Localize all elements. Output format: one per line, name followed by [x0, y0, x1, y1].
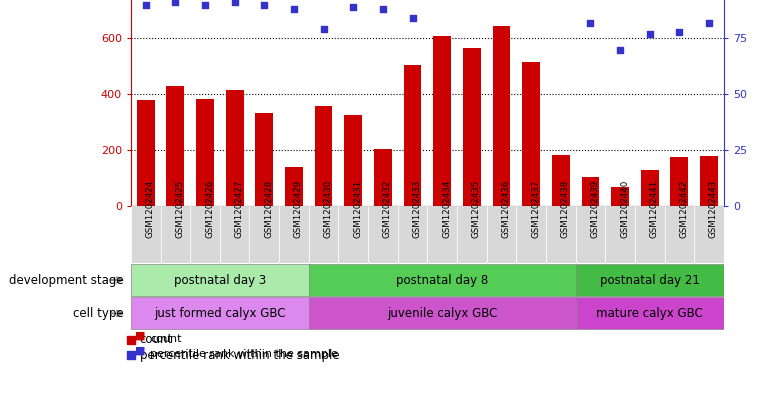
Bar	[309, 264, 576, 296]
Bar	[256, 112, 273, 206]
Text: GSM1202440: GSM1202440	[620, 180, 629, 238]
Text: percentile rank within the sample: percentile rank within the sample	[150, 349, 338, 359]
Bar	[196, 99, 214, 206]
Bar	[611, 187, 629, 206]
Text: GSM1202431: GSM1202431	[353, 180, 362, 238]
Point	[125, 352, 137, 358]
Bar	[398, 206, 427, 263]
Point	[407, 15, 419, 21]
Text: GSM1202437: GSM1202437	[531, 180, 540, 238]
Bar	[457, 206, 487, 263]
Bar	[552, 154, 570, 206]
Text: GSM1202436: GSM1202436	[501, 180, 511, 238]
Text: juvenile calyx GBC: juvenile calyx GBC	[387, 307, 497, 320]
Bar	[131, 206, 161, 263]
Bar	[581, 177, 599, 206]
Point	[377, 6, 389, 12]
Text: count: count	[150, 334, 182, 344]
Bar	[576, 206, 605, 263]
Bar	[166, 86, 184, 206]
Text: GSM1202427: GSM1202427	[235, 180, 243, 238]
Bar	[641, 170, 658, 206]
Bar	[226, 90, 243, 206]
Text: postnatal day 8: postnatal day 8	[396, 274, 488, 286]
Text: GSM1202432: GSM1202432	[383, 180, 392, 238]
Bar	[279, 206, 309, 263]
Bar	[137, 100, 155, 206]
Bar	[522, 62, 540, 206]
Bar	[427, 206, 457, 263]
Point	[703, 20, 715, 26]
Bar	[309, 206, 339, 263]
Text: GSM1202438: GSM1202438	[561, 180, 570, 238]
Point	[139, 2, 152, 8]
Text: GSM1202430: GSM1202430	[323, 180, 333, 238]
Point	[317, 26, 330, 33]
Bar	[463, 48, 480, 206]
Bar	[403, 65, 421, 206]
Text: GSM1202435: GSM1202435	[472, 180, 480, 238]
Text: mature calyx GBC: mature calyx GBC	[596, 307, 703, 320]
Point	[288, 6, 300, 12]
Bar	[487, 206, 517, 263]
Text: GSM1202426: GSM1202426	[205, 180, 214, 238]
Point	[199, 2, 211, 8]
Text: GSM1202428: GSM1202428	[264, 180, 273, 238]
Point	[644, 31, 656, 37]
Point	[584, 20, 597, 26]
Point	[673, 28, 685, 35]
Bar	[344, 115, 362, 206]
Bar	[700, 156, 718, 206]
Text: GSM1202434: GSM1202434	[442, 180, 451, 238]
Text: GSM1202424: GSM1202424	[146, 180, 155, 238]
Point	[614, 46, 626, 53]
Bar	[665, 206, 695, 263]
Point	[229, 0, 241, 6]
Bar	[434, 35, 451, 206]
Text: just formed calyx GBC: just formed calyx GBC	[154, 307, 286, 320]
Bar	[374, 149, 392, 206]
Bar	[339, 206, 368, 263]
Bar	[131, 264, 309, 296]
Bar	[249, 206, 279, 263]
Bar	[315, 105, 333, 206]
Bar	[493, 26, 511, 206]
Text: count: count	[140, 333, 173, 346]
Text: cell type: cell type	[72, 307, 123, 320]
Bar	[131, 298, 309, 329]
Bar	[671, 157, 688, 206]
Bar	[546, 206, 576, 263]
Point	[169, 0, 182, 6]
Point	[347, 4, 360, 10]
Text: postnatal day 21: postnatal day 21	[600, 274, 700, 286]
Bar	[190, 206, 220, 263]
Bar	[160, 206, 190, 263]
Text: GSM1202433: GSM1202433	[413, 180, 421, 238]
Text: GSM1202425: GSM1202425	[176, 180, 184, 238]
Bar	[695, 206, 724, 263]
Text: GSM1202443: GSM1202443	[709, 180, 718, 238]
Text: GSM1202442: GSM1202442	[679, 180, 688, 238]
Text: GSM1202441: GSM1202441	[650, 180, 658, 238]
Text: percentile rank within the sample: percentile rank within the sample	[140, 349, 340, 362]
Text: GSM1202439: GSM1202439	[591, 180, 599, 238]
Text: ■: ■	[135, 346, 146, 356]
Text: development stage: development stage	[8, 274, 123, 286]
Text: postnatal day 3: postnatal day 3	[174, 274, 266, 286]
Text: GSM1202429: GSM1202429	[294, 180, 303, 238]
Bar	[285, 167, 303, 206]
Bar	[576, 264, 724, 296]
Point	[258, 2, 270, 8]
Point	[125, 336, 137, 343]
Bar	[309, 298, 576, 329]
Bar	[368, 206, 398, 263]
Bar	[635, 206, 665, 263]
Bar	[220, 206, 249, 263]
Bar	[517, 206, 546, 263]
Bar	[605, 206, 635, 263]
Text: ■: ■	[135, 331, 146, 341]
Bar	[576, 298, 724, 329]
